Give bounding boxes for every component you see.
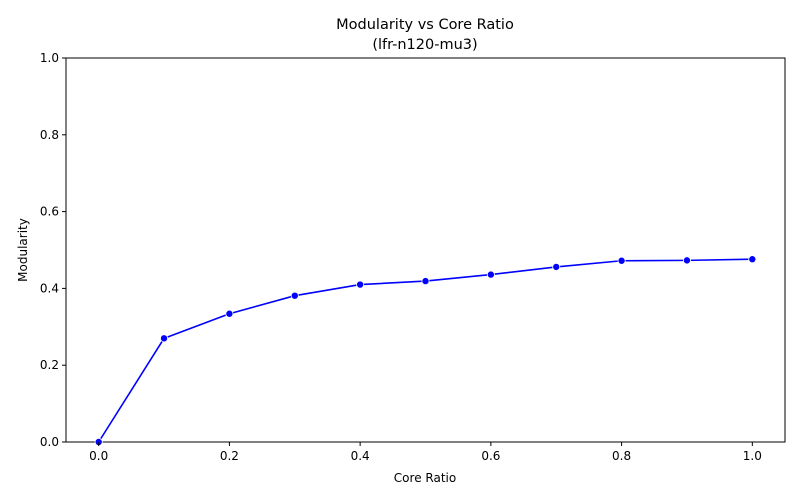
plot-area-frame: [65, 57, 786, 443]
y-tick-label: 0.4: [40, 281, 59, 295]
y-tick-label: 0.6: [40, 205, 59, 219]
data-point: [356, 280, 365, 289]
x-tick-label: 0.0: [89, 449, 108, 463]
data-point: [290, 291, 299, 300]
x-tick-label: 1.0: [743, 449, 762, 463]
y-tick-label: 0.8: [40, 128, 59, 142]
x-tick-label: 0.6: [481, 449, 500, 463]
data-point: [682, 256, 691, 265]
data-point: [617, 256, 626, 265]
y-axis-title: Modularity: [16, 218, 30, 282]
series-line: [98, 258, 753, 443]
data-point: [160, 334, 169, 343]
data-point: [552, 262, 561, 271]
y-tick-label: 0.0: [40, 435, 59, 449]
chart-subtitle: (lfr-n120-mu3): [372, 37, 477, 53]
data-point: [421, 277, 430, 286]
chart-title: Modularity vs Core Ratio: [336, 17, 514, 33]
x-tick-label: 0.2: [220, 449, 239, 463]
x-axis-title: Core Ratio: [394, 471, 456, 485]
data-point: [486, 270, 495, 279]
x-tick-label: 0.4: [351, 449, 370, 463]
data-point: [748, 255, 757, 264]
data-point: [225, 309, 234, 318]
x-tick-label: 0.8: [612, 449, 631, 463]
y-tick-label: 0.2: [40, 358, 59, 372]
y-tick-label: 1.0: [40, 51, 59, 65]
